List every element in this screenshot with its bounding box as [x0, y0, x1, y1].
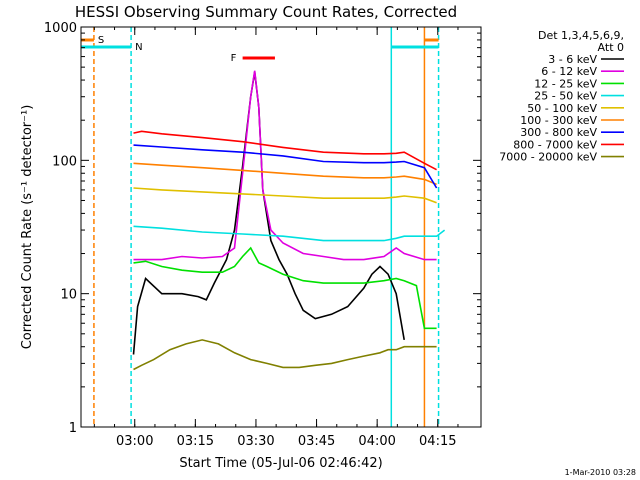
- legend-header-2: Att 0: [598, 41, 624, 54]
- x-tick-label: 03:00: [116, 434, 153, 449]
- legend-label: 3 - 6 keV: [548, 53, 597, 66]
- y-axis-label: Corrected Count Rate (s⁻¹ detector⁻¹): [20, 105, 35, 350]
- legend-label: 50 - 100 keV: [527, 102, 597, 115]
- x-tick-label: 04:15: [419, 434, 456, 449]
- x-axis-label: Start Time (05-Jul-06 02:46:42): [179, 456, 382, 471]
- series-line: [133, 246, 437, 330]
- flag-label: N: [135, 42, 142, 53]
- x-tick-label: 03:30: [237, 434, 274, 449]
- flag-bars: S N F: [81, 35, 439, 64]
- series-line: [133, 144, 438, 189]
- flag-label: F: [231, 53, 237, 64]
- y-tick-label: 100: [52, 154, 77, 169]
- x-tick-label: 03:45: [298, 434, 335, 449]
- legend-label: 100 - 300 keV: [520, 114, 597, 127]
- series-line: [133, 339, 437, 371]
- series-line: [133, 162, 437, 186]
- plot-frame: [80, 26, 482, 428]
- y-axis: 1 10 100 1000: [44, 21, 481, 436]
- legend-label: 800 - 7000 keV: [513, 138, 597, 151]
- x-axis: 03:00 03:15 03:30 03:45 04:00 04:15: [93, 27, 459, 449]
- series-line: [132, 71, 405, 355]
- data-series: [132, 70, 446, 371]
- x-tick-label: 04:00: [358, 434, 395, 449]
- y-tick-label: 10: [60, 288, 77, 303]
- series-line: [133, 130, 437, 171]
- y-tick-label: 1: [69, 421, 77, 436]
- series-line: [133, 187, 437, 204]
- y-tick-label: 1000: [44, 21, 77, 36]
- chart-title: HESSI Observing Summary Count Rates, Cor…: [75, 3, 457, 21]
- legend-header: Det 1,3,4,5,6,9,: [538, 29, 624, 42]
- time-markers: [93, 27, 440, 427]
- legend-label: 7000 - 20000 keV: [499, 151, 597, 164]
- series-line: [133, 70, 437, 261]
- flag-label: S: [98, 35, 104, 46]
- series-line: [133, 225, 446, 242]
- footer-timestamp: 1-Mar-2010 03:28: [565, 468, 636, 477]
- x-tick-label: 03:15: [177, 434, 214, 449]
- legend-label: 12 - 25 keV: [534, 77, 597, 90]
- legend-label: 300 - 800 keV: [520, 126, 597, 139]
- legend-label: 25 - 50 keV: [534, 90, 597, 103]
- legend-label: 6 - 12 keV: [541, 65, 597, 78]
